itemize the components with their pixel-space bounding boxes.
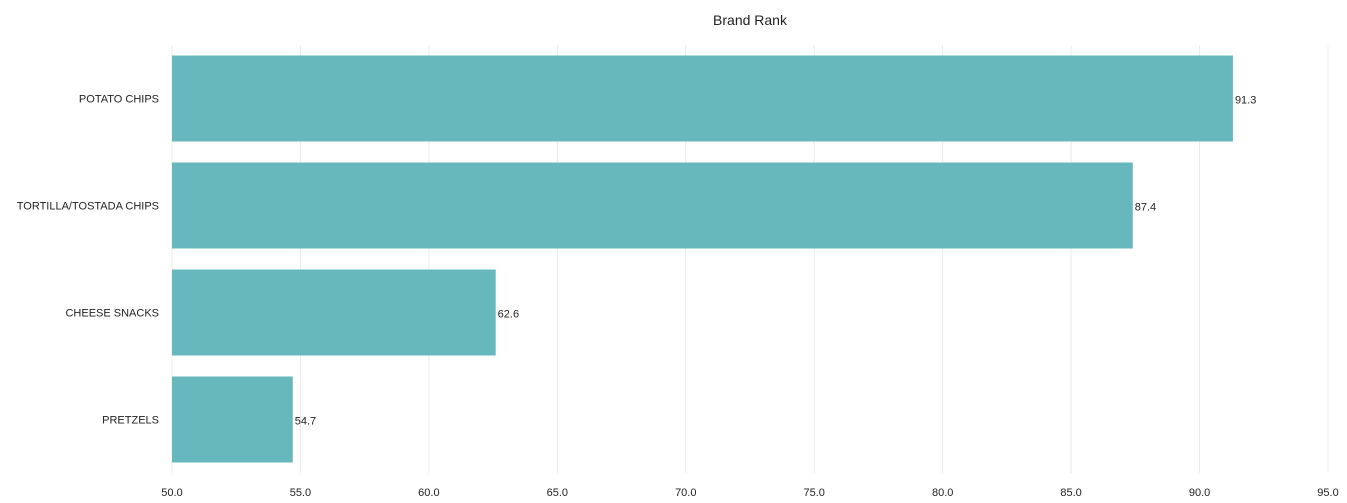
x-tick-label: 50.0: [161, 487, 182, 499]
bar-value-label: 87.4: [1135, 202, 1156, 214]
category-label: TORTILLA/TOSTADA CHIPS: [17, 201, 159, 213]
x-tick-label: 55.0: [290, 487, 311, 499]
category-label: CHEESE SNACKS: [65, 308, 159, 320]
chart-title: Brand Rank: [713, 12, 788, 28]
x-tick-label: 65.0: [547, 487, 568, 499]
bar: [172, 376, 293, 463]
bar: [172, 162, 1133, 249]
bar-value-label: 62.6: [498, 309, 519, 321]
bar: [172, 55, 1233, 142]
bar-value-label: 54.7: [295, 416, 316, 428]
bars: [172, 55, 1233, 463]
x-tick-label: 80.0: [932, 487, 953, 499]
x-tick-label: 70.0: [675, 487, 696, 499]
x-tick-label: 60.0: [418, 487, 439, 499]
category-label: POTATO CHIPS: [79, 94, 159, 106]
x-tick-label: 95.0: [1317, 487, 1338, 499]
x-tick-label: 90.0: [1189, 487, 1210, 499]
bar: [172, 269, 496, 356]
x-tick-label: 85.0: [1060, 487, 1081, 499]
x-tick-label: 75.0: [804, 487, 825, 499]
labels: 50.0 55.0 60.0 65.0 70.0 75.0 80.0 85.0 90.0 95.0…: [17, 94, 1339, 500]
bar-value-label: 91.3: [1235, 95, 1256, 107]
category-label: PRETZELS: [102, 415, 159, 427]
